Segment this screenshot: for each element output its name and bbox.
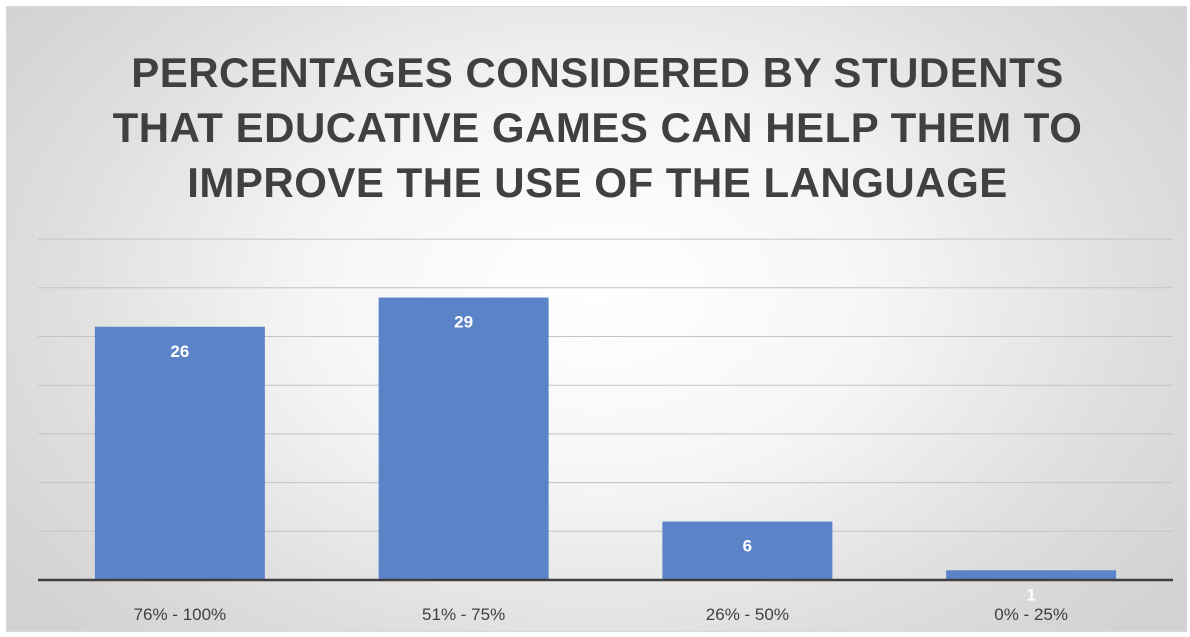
chart-title-line-2: THAT EDUCATIVE GAMES CAN HELP THEM TO <box>112 104 1083 151</box>
chart-area: PERCENTAGES CONSIDERED BY STUDENTS THAT … <box>6 6 1187 632</box>
bar <box>378 297 549 580</box>
chart-title-line-1: PERCENTAGES CONSIDERED BY STUDENTS <box>131 49 1064 96</box>
data-label: 6 <box>743 537 752 556</box>
x-tick-label: 51% - 75% <box>422 605 505 624</box>
bar <box>662 521 833 580</box>
plot-area: 26 76% - 100% 29 51% - 75% 6 26% - 50% 10% - 2… <box>38 238 1173 624</box>
data-label: 29 <box>454 313 473 332</box>
data-label: 1 <box>1026 585 1035 604</box>
bar <box>94 326 265 580</box>
chart-title: PERCENTAGES CONSIDERED BY STUDENTS THAT … <box>7 45 1188 210</box>
x-tick-label: 76% - 100% <box>134 605 227 624</box>
x-tick-label: 0% - 25% <box>994 605 1068 624</box>
bar <box>946 570 1117 580</box>
x-tick-label: 26% - 50% <box>706 605 789 624</box>
data-label: 26 <box>170 342 189 361</box>
chart-title-line-3: IMPROVE THE USE OF THE LANGUAGE <box>187 159 1008 206</box>
